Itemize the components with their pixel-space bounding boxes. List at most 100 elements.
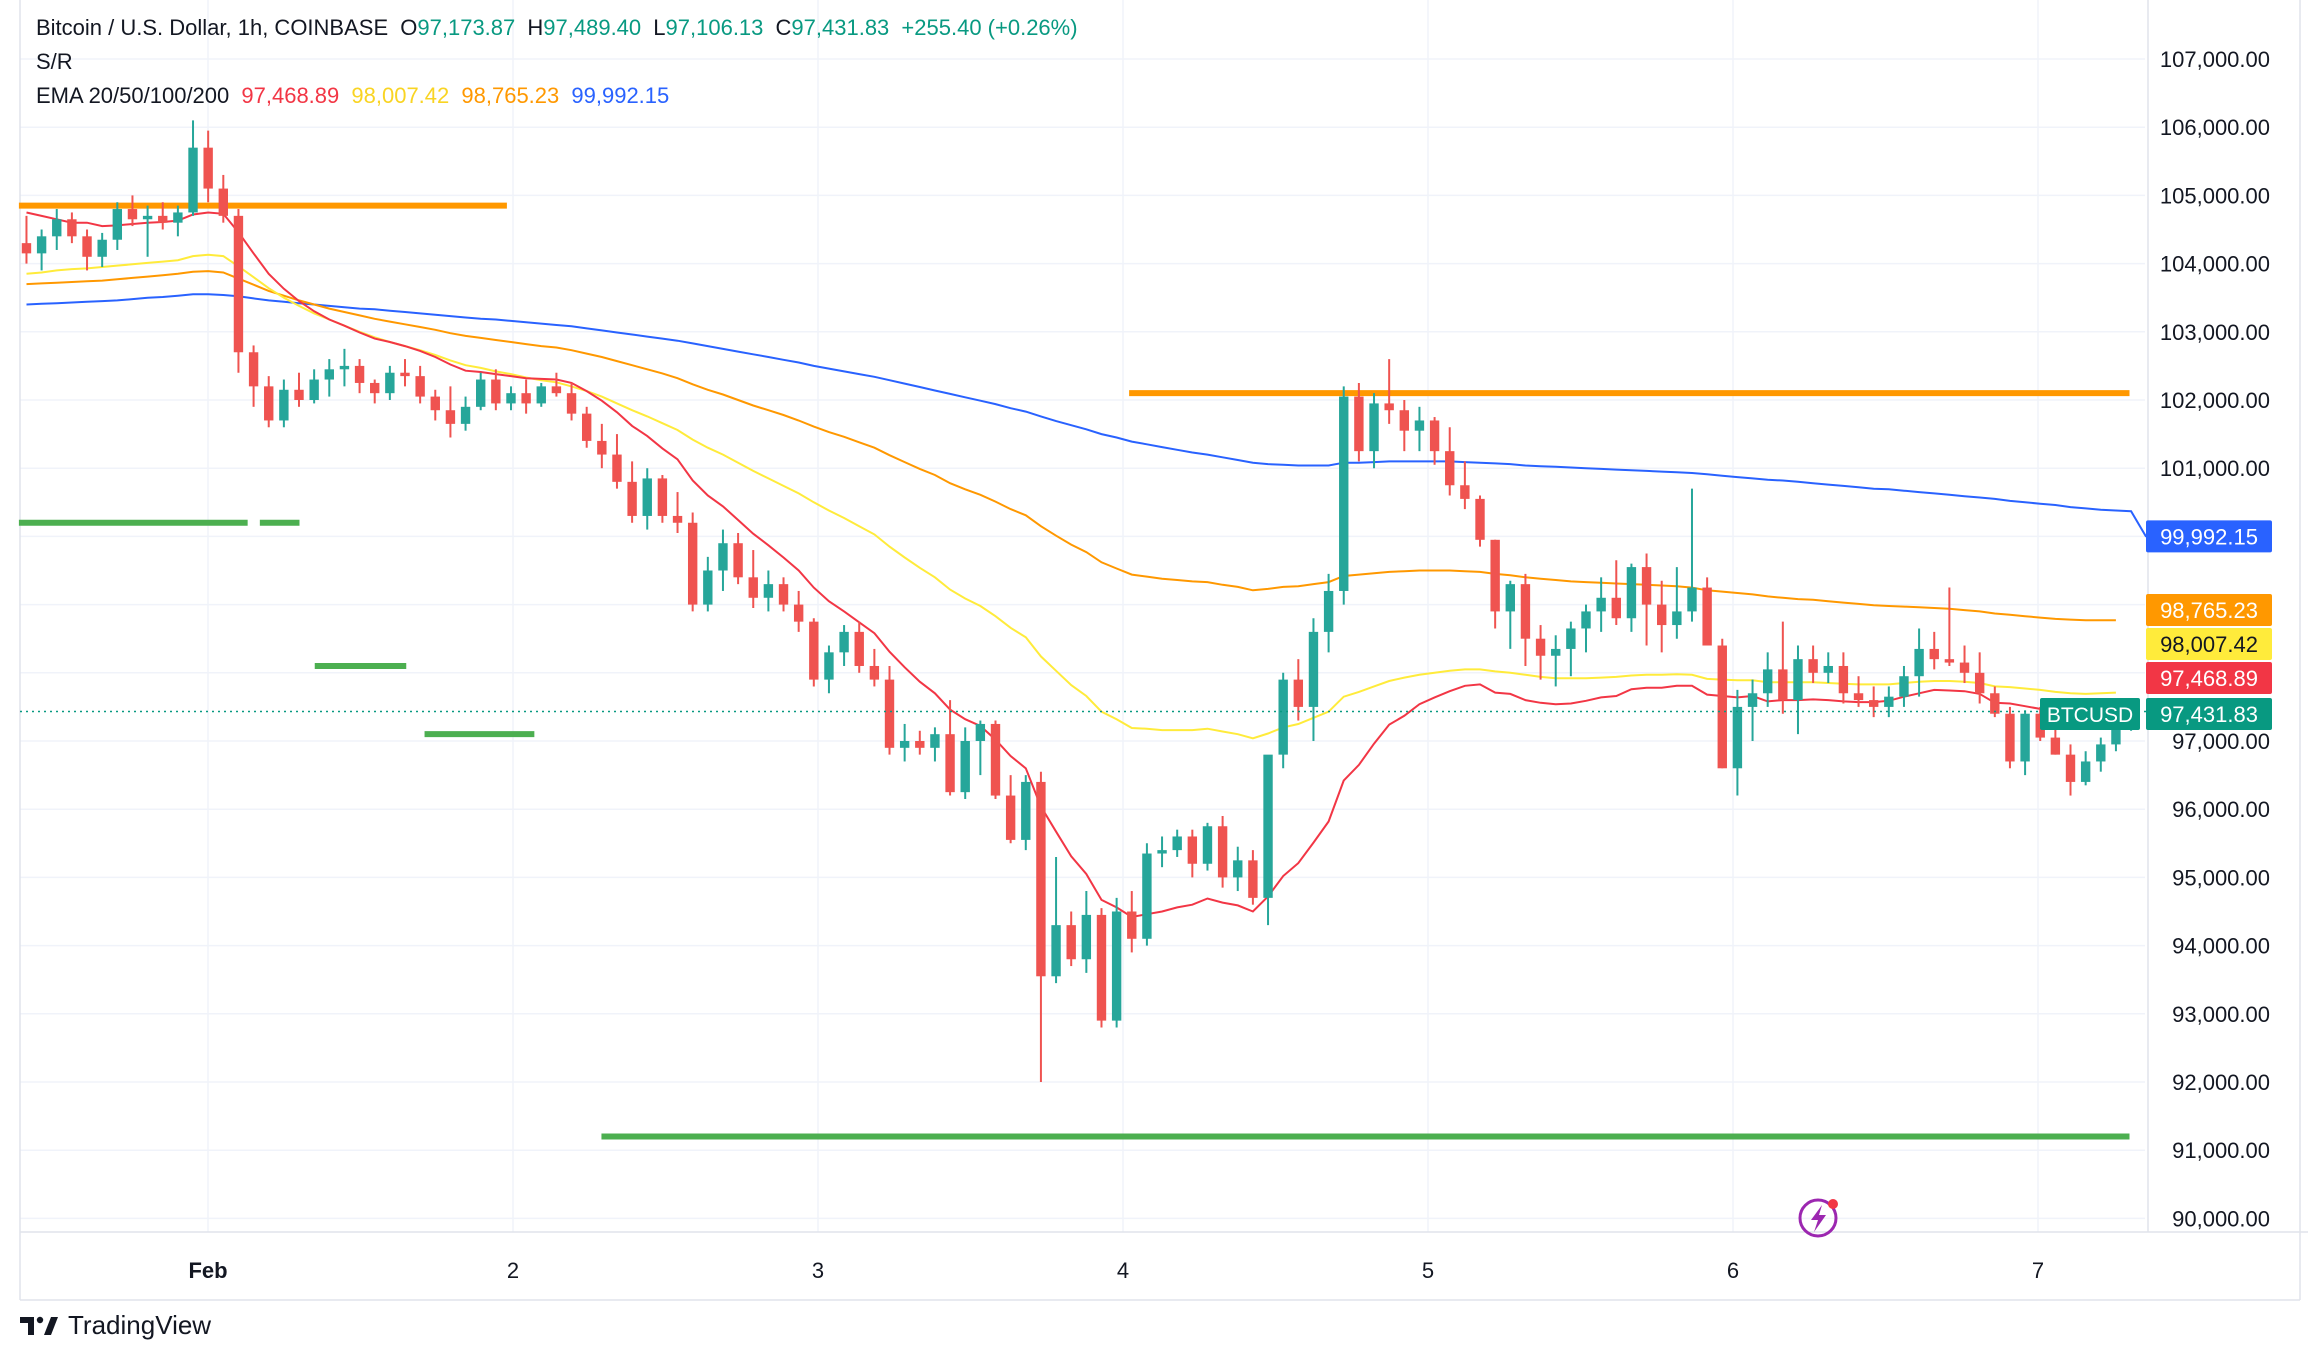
- candle-body: [672, 515, 683, 523]
- ema100-line: [26, 270, 2116, 622]
- price-tag-label: 97,468.89: [2160, 666, 2258, 691]
- candle-body: [1959, 662, 1970, 673]
- y-tick-label: 92,000.00: [2172, 1070, 2270, 1095]
- legend-sr[interactable]: S/R: [36, 46, 79, 78]
- candle-body: [1793, 659, 1803, 701]
- candle-body: [309, 379, 319, 400]
- candle-body: [733, 543, 743, 578]
- candle-body: [915, 741, 925, 748]
- x-tick-label: 5: [1422, 1258, 1434, 1283]
- close-value: 97,431.83: [791, 15, 890, 40]
- symbol-tag-label: BTCUSD: [2047, 704, 2133, 727]
- candle-body: [1823, 665, 1833, 673]
- candle-body: [627, 481, 637, 516]
- candle-body: [354, 365, 365, 383]
- y-tick-label: 107,000.00: [2160, 47, 2270, 72]
- candle-body: [1641, 567, 1652, 605]
- candle-body: [1445, 451, 1455, 486]
- candle-body: [975, 723, 986, 741]
- candle-body: [1248, 860, 1258, 898]
- candle-body: [1672, 611, 1682, 626]
- ema20-value: 97,468.89: [241, 83, 340, 108]
- candle-body: [581, 413, 592, 441]
- candle-body: [2111, 723, 2121, 745]
- tradingview-name: TradingView: [68, 1310, 212, 1340]
- candle-body: [748, 577, 758, 598]
- candle-body: [67, 219, 77, 237]
- price-tag-label: 98,007.42: [2160, 632, 2258, 657]
- lightning-alert-icon[interactable]: [1798, 1198, 1838, 1238]
- candle-body: [854, 631, 864, 666]
- sr-indicator-label[interactable]: S/R: [36, 49, 73, 74]
- x-tick-label: 6: [1727, 1258, 1739, 1283]
- candle-body: [2020, 713, 2030, 762]
- candle-body: [21, 243, 32, 254]
- candle-body: [1323, 590, 1334, 632]
- price-tag: [2146, 662, 2272, 694]
- candle-body: [1808, 659, 1818, 673]
- y-tick-label: 103,000.00: [2160, 320, 2270, 345]
- candle-body: [657, 478, 668, 516]
- tradingview-brand[interactable]: TradingView: [20, 1310, 211, 1341]
- candle-body: [1990, 693, 2000, 714]
- high-label: H: [527, 15, 544, 40]
- candle-body: [203, 147, 213, 189]
- candle-body: [612, 454, 622, 482]
- candle-body: [1051, 925, 1061, 977]
- price-tag-label: 97,431.83: [2160, 702, 2258, 727]
- y-tick-label: 104,000.00: [2160, 252, 2270, 277]
- candle-body: [1293, 679, 1304, 707]
- price-tag: [2146, 628, 2272, 660]
- candle-body: [869, 665, 880, 680]
- candle-body: [990, 723, 1001, 796]
- candle-body: [491, 379, 501, 404]
- y-tick-label: 91,000.00: [2172, 1138, 2270, 1163]
- candle-body: [1278, 679, 1288, 755]
- candle-body: [248, 352, 259, 387]
- candle-body: [1127, 911, 1137, 939]
- candle-body: [445, 410, 456, 424]
- candle-body: [112, 209, 123, 240]
- candle-body: [1263, 754, 1273, 898]
- x-tick-label: 3: [812, 1258, 824, 1283]
- price-tag: [2146, 594, 2272, 626]
- candle-body: [1551, 648, 1561, 656]
- candle-body: [551, 386, 562, 394]
- y-tick-label: 105,000.00: [2160, 183, 2270, 208]
- y-tick-label: 97,000.00: [2172, 729, 2270, 754]
- candle-body: [1369, 403, 1379, 452]
- candle-body: [1429, 420, 1440, 452]
- ema-indicator-label[interactable]: EMA 20/50/100/200: [36, 83, 230, 108]
- candle-body: [142, 215, 153, 220]
- candle-body: [1111, 911, 1122, 1021]
- candle-body: [1747, 693, 1758, 707]
- legend-ema[interactable]: EMA 20/50/100/200 97,468.89 98,007.42 98…: [36, 80, 675, 112]
- change-value: +255.40 (+0.26%): [901, 15, 1078, 40]
- candle-body: [339, 365, 350, 370]
- candle-body: [279, 389, 289, 421]
- candle-body: [718, 543, 728, 571]
- symbol-title[interactable]: Bitcoin / U.S. Dollar, 1h, COINBASE: [36, 15, 389, 40]
- candle-body: [1929, 648, 1939, 660]
- candle-body: [2050, 737, 2061, 755]
- open-label: O: [400, 15, 418, 40]
- candle-body: [1702, 587, 1712, 646]
- candle-body: [809, 621, 819, 680]
- candle-body: [385, 372, 395, 394]
- candle-body: [1460, 485, 1470, 499]
- candle-body: [2005, 713, 2015, 762]
- legend-ohlc: Bitcoin / U.S. Dollar, 1h, COINBASE O 97,…: [36, 12, 1084, 44]
- candle-body: [1535, 638, 1546, 656]
- symbol-tag: [2040, 698, 2140, 730]
- candle-body: [899, 741, 910, 748]
- candle-body: [1384, 403, 1394, 411]
- candle-body: [960, 741, 970, 793]
- candle-body: [793, 604, 804, 622]
- ema50-value: 98,007.42: [351, 83, 450, 108]
- low-value: 97,106.13: [665, 15, 764, 40]
- candle-body: [476, 379, 486, 407]
- ema100-value: 98,765.23: [461, 83, 560, 108]
- y-tick-label: 106,000.00: [2160, 115, 2270, 140]
